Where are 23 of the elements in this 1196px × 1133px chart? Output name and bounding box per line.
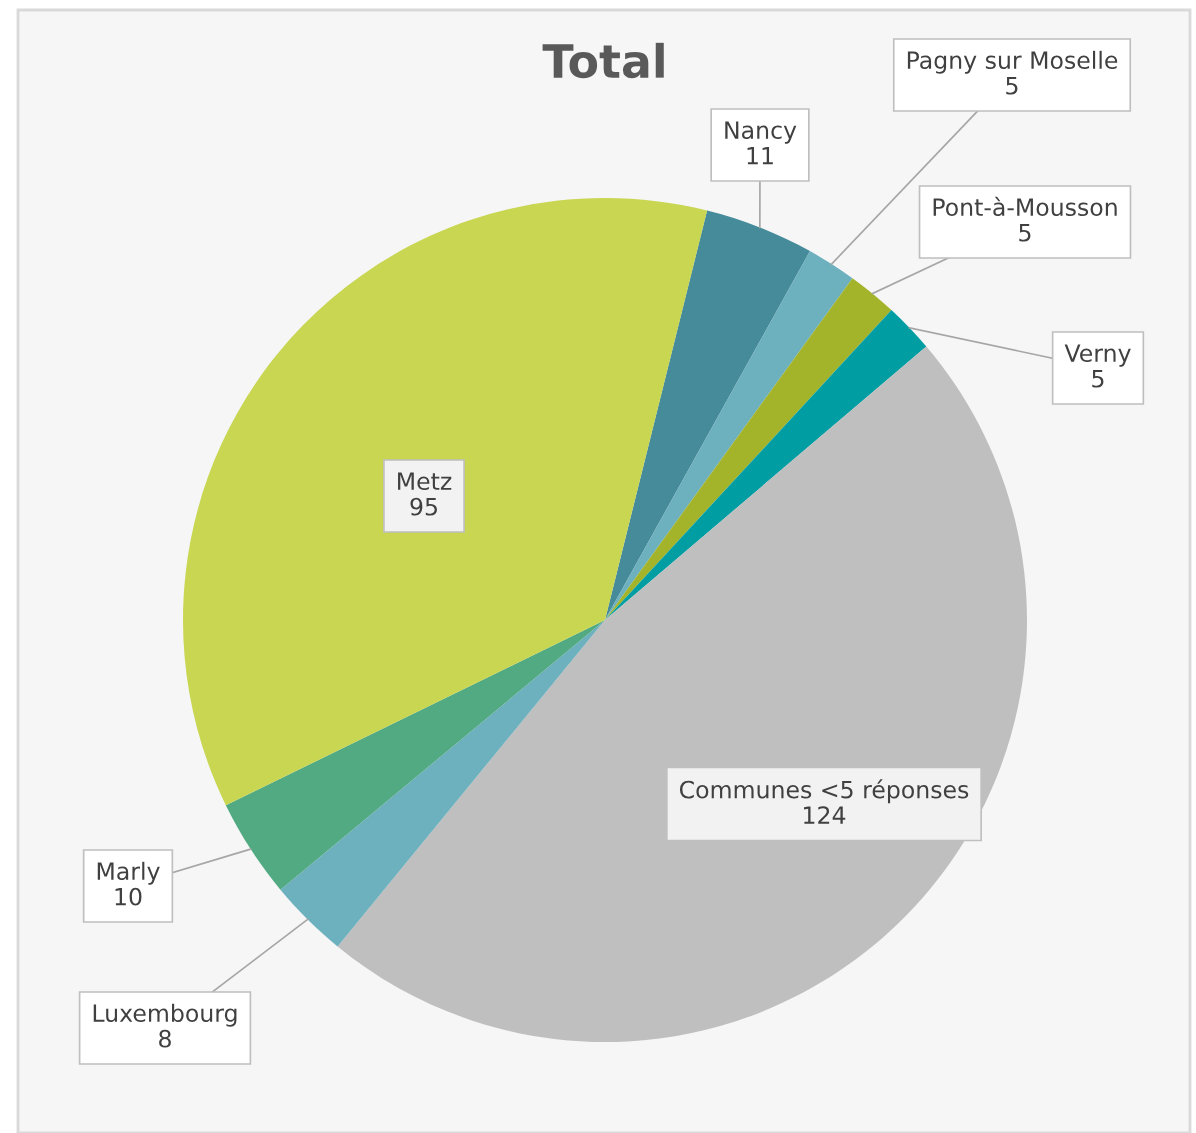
data-label: 11 [747,147,773,165]
pie-slice [605,251,853,620]
data-label: 124 [804,806,846,824]
pie-slice [605,310,927,620]
pie-slice [225,620,605,890]
slice-label: Luxembourg [93,1003,237,1027]
data-label: 10 [115,887,142,906]
pie-slice [337,346,1027,1042]
pie-slice [605,210,810,620]
data-label: 5 [1092,370,1104,388]
slice-label: Metz [398,472,452,491]
slice-label: Communes <5 réponses [679,779,969,804]
slice-label: Pont-à-Mousson [933,196,1117,217]
data-label: 5 [1006,77,1018,95]
slice-label: Verny [1064,344,1131,367]
data-label: 5 [1019,224,1031,242]
chart-title: Total [542,42,664,79]
pie-slice [280,620,605,947]
slice-label: Marly [97,861,160,885]
slice-label: Pagny sur Moselle [907,50,1118,74]
slice-label: Nancy [725,121,797,144]
data-label: 8 [159,1029,171,1048]
data-label: 95 [410,497,437,516]
